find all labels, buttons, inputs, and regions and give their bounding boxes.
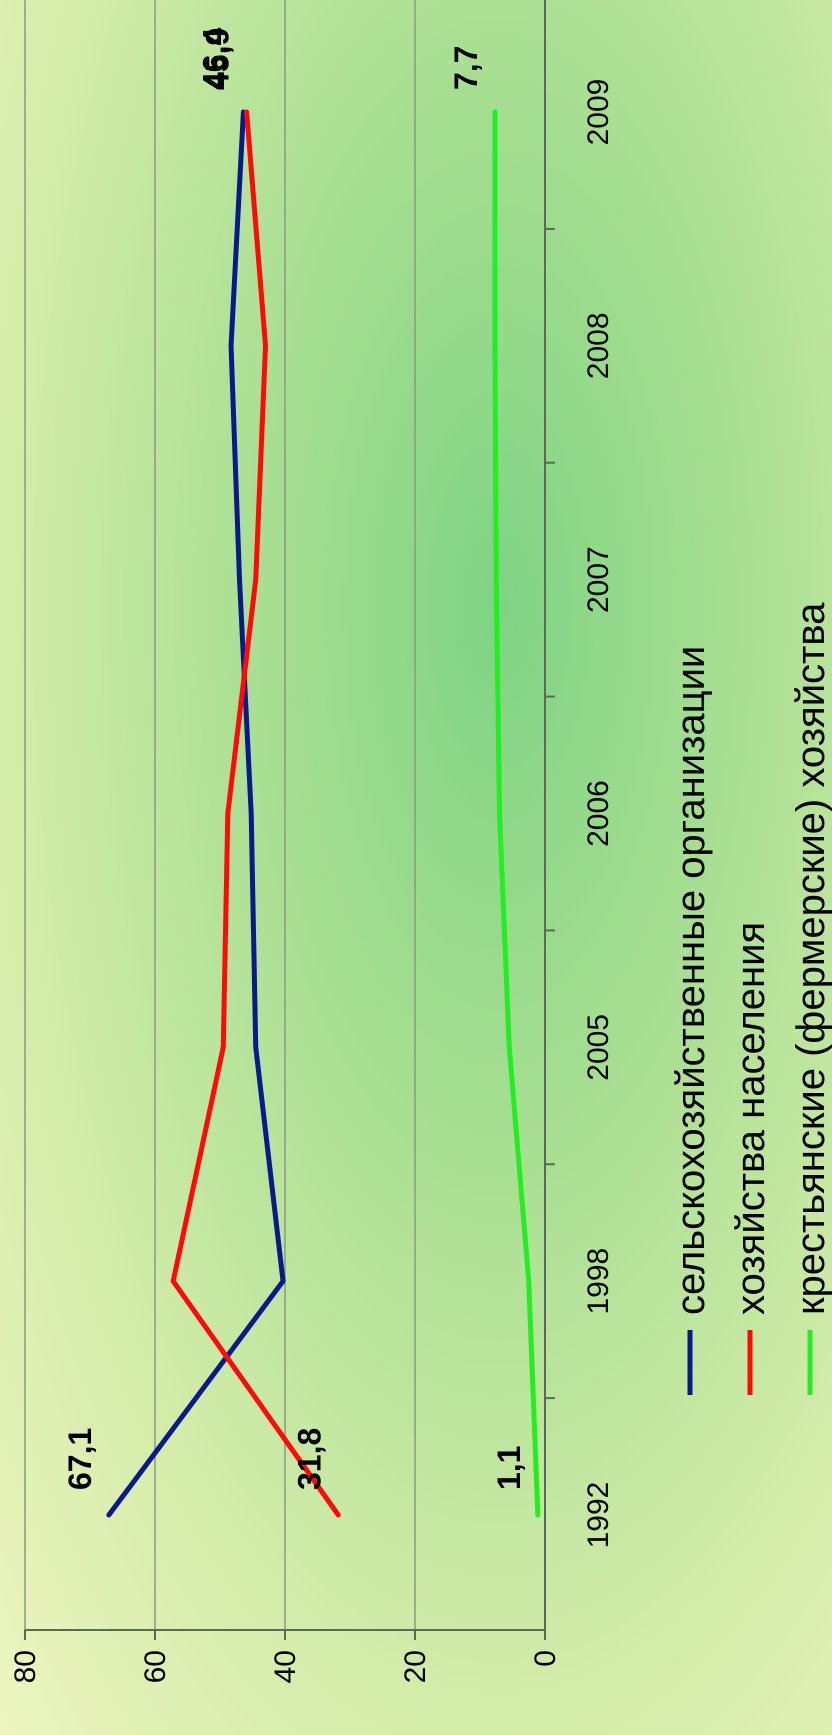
data-label: 31,8 — [291, 1428, 327, 1490]
x-tick-label: 1992 — [582, 1482, 615, 1549]
y-tick-label: 40 — [269, 1650, 302, 1683]
x-tick-label: 2008 — [582, 312, 615, 379]
x-tick-label: 2006 — [582, 780, 615, 847]
data-label: 46,4 — [196, 28, 232, 90]
x-tick-labels: 1992 1998 2005 2006 2007 2008 2009 — [582, 79, 615, 1549]
x-tick-label: 2009 — [582, 79, 615, 146]
data-label: 67,1 — [62, 1428, 98, 1490]
y-tick-label: 20 — [399, 1650, 432, 1683]
legend-label: хозяйства населения — [729, 922, 773, 1315]
legend-label: сельскохозяйственные организации — [669, 646, 713, 1315]
data-labels: 67,1 46,4 31,8 45,9 1,1 7,7 — [62, 28, 527, 1490]
series-line — [170, 109, 341, 1518]
data-label: 1,1 — [491, 1446, 527, 1490]
y-tick-label: 60 — [139, 1650, 172, 1683]
y-tick-label: 80 — [9, 1650, 42, 1683]
axes — [24, 0, 555, 1640]
legend: сельскохозяйственные организации хозяйств… — [669, 602, 832, 1395]
series-line — [106, 109, 286, 1518]
grid-lines — [24, 0, 416, 1630]
legend-label: крестьянские (фермерские) хозяйства — [789, 602, 832, 1315]
series-line — [492, 109, 541, 1518]
y-tick-label: 0 — [529, 1650, 562, 1667]
x-tick-label: 2007 — [582, 546, 615, 613]
y-tick-labels: 0 20 40 60 80 — [9, 1650, 562, 1683]
x-tick-label: 2005 — [582, 1014, 615, 1081]
data-label: 7,7 — [448, 46, 484, 90]
x-tick-label: 1998 — [582, 1248, 615, 1315]
data-label: 45,9 — [200, 28, 236, 90]
series-lines — [106, 109, 541, 1518]
